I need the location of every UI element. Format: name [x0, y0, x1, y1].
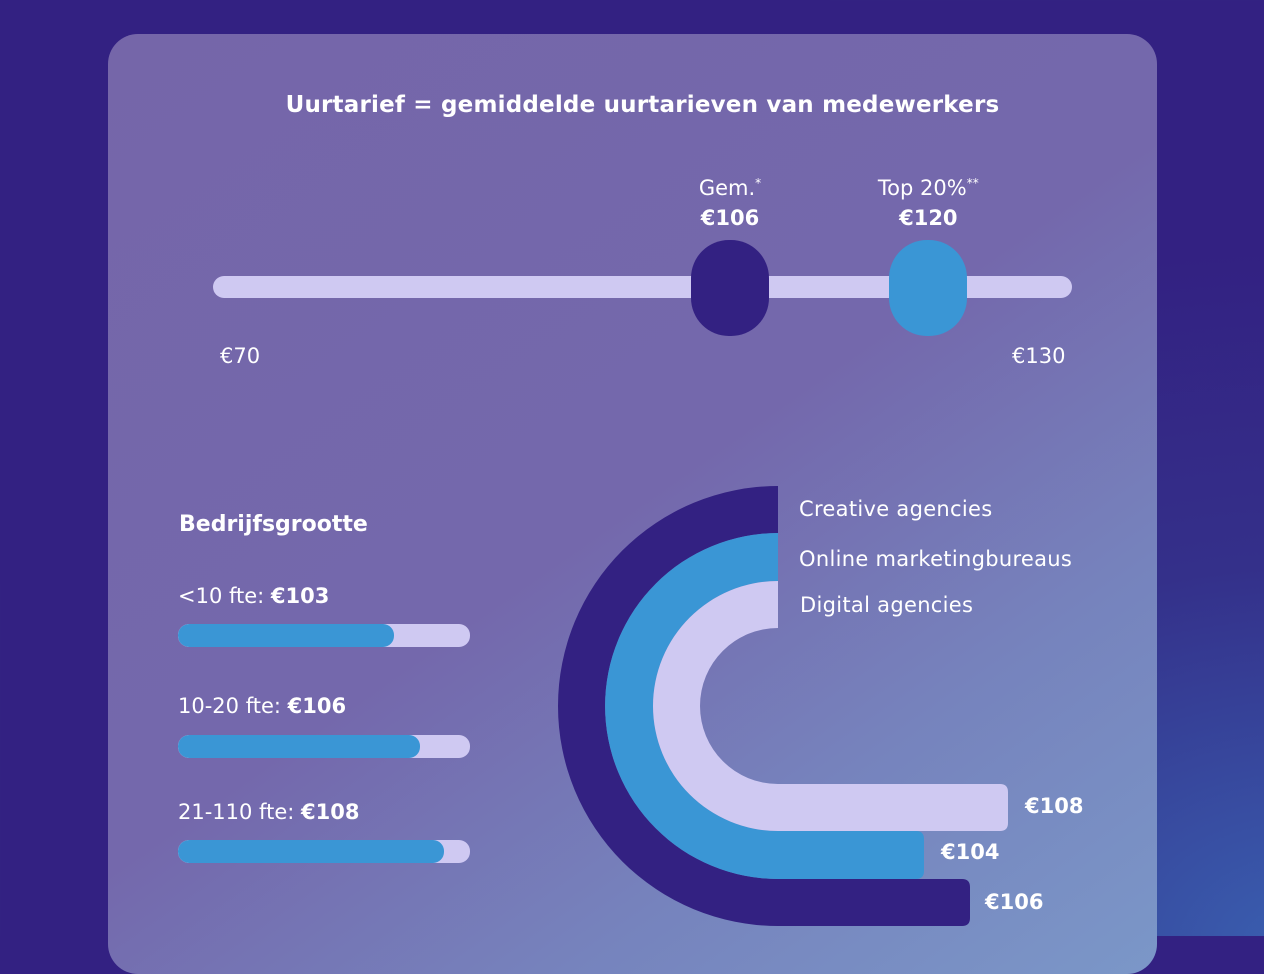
size-bar-small — [178, 624, 470, 647]
range-min-label: €70 — [220, 344, 261, 368]
top20-marker-label: Top 20%** €120 — [828, 168, 1028, 233]
average-marker-footnote: * — [755, 176, 762, 190]
size-label-small-value: €103 — [270, 584, 330, 608]
average-marker-label: Gem.* €106 — [630, 168, 830, 233]
top20-marker — [889, 240, 968, 336]
size-bar-small-fill — [178, 624, 395, 647]
size-label-large: 21-110 fte: €108 — [178, 800, 359, 824]
value-creative-agencies: €106 — [985, 890, 1044, 914]
agency-radial-chart — [558, 486, 1008, 926]
size-bar-medium-fill — [178, 735, 421, 758]
infographic-card: Uurtarief = gemiddelde uurtarieven van m… — [108, 34, 1157, 974]
chart-title: Uurtarief = gemiddelde uurtarieven van m… — [285, 92, 1000, 118]
top20-marker-value: €120 — [899, 206, 958, 230]
average-marker-name: Gem. — [698, 176, 756, 200]
legend-creative-agencies: Creative agencies — [799, 497, 993, 521]
average-marker-value: €106 — [700, 206, 760, 230]
size-label-large-text: 21-110 fte: — [178, 800, 301, 824]
size-label-small: <10 fte: €103 — [178, 584, 329, 608]
company-size-title: Bedrijfsgrootte — [179, 512, 368, 537]
average-marker — [691, 240, 769, 336]
size-bar-large — [178, 840, 470, 863]
arc-digital-agencies — [653, 581, 1008, 831]
size-label-medium: 10-20 fte: €106 — [178, 694, 346, 718]
size-label-medium-value: €106 — [287, 694, 347, 718]
size-label-small-text: <10 fte: — [178, 584, 271, 608]
legend-digital-agencies: Digital agencies — [800, 593, 974, 617]
size-label-medium-text: 10-20 fte: — [178, 694, 288, 718]
range-track — [213, 276, 1072, 298]
legend-online-marketingbureaus: Online marketingbureaus — [799, 547, 1073, 571]
top20-marker-name: Top 20% — [877, 176, 967, 200]
range-max-label: €130 — [1012, 344, 1066, 368]
arc-online-marketingbureaus — [605, 533, 924, 879]
arc-creative-agencies — [558, 486, 970, 926]
size-bar-medium — [178, 735, 470, 758]
size-bar-large-fill — [178, 840, 444, 863]
size-label-large-value: €108 — [301, 800, 360, 824]
value-online-marketingbureaus: €104 — [941, 840, 1000, 864]
top20-marker-footnote: ** — [966, 176, 979, 190]
value-digital-agencies: €108 — [1025, 794, 1084, 818]
